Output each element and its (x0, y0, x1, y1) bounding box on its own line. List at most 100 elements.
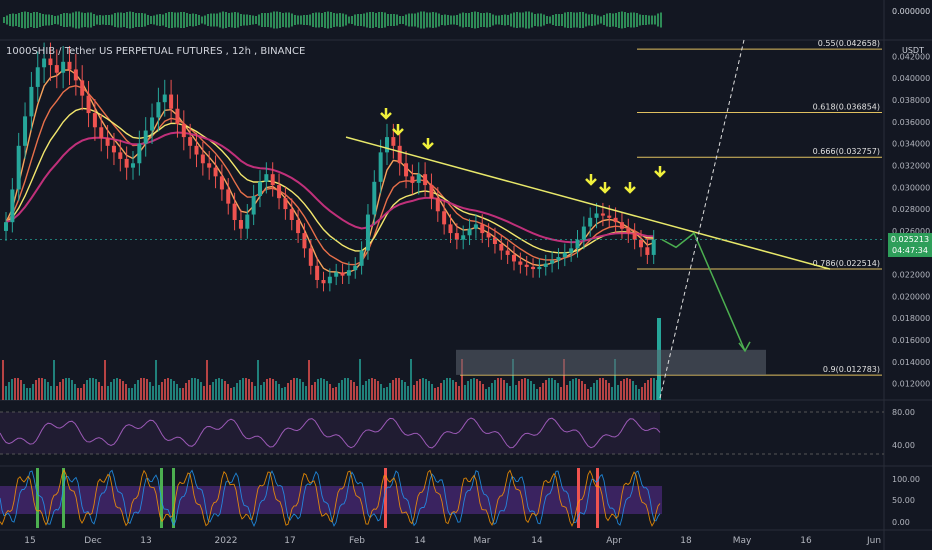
candle-body (639, 239, 643, 248)
candle-body (270, 174, 275, 186)
y-tick-label: 0.038000 (892, 96, 930, 105)
volume-bar (92, 378, 94, 400)
candle-body (423, 174, 428, 186)
histogram-bar (252, 15, 254, 25)
histogram-bar (324, 12, 326, 28)
volume-bar (494, 380, 496, 400)
histogram-bar (66, 13, 68, 27)
candle-body (651, 239, 656, 255)
down-arrow-marker (392, 124, 404, 136)
histogram-bar (57, 15, 59, 25)
volume-bar (611, 387, 613, 400)
volume-bar (608, 383, 610, 400)
histogram-bar (180, 12, 182, 28)
volume-bar (83, 384, 85, 400)
candle-body (10, 189, 15, 223)
volume-bar (284, 387, 286, 400)
histogram-bar (459, 13, 461, 27)
histogram-bar (462, 12, 464, 28)
volume-bar (605, 380, 607, 400)
histogram-bar (399, 16, 401, 24)
histogram-bar (162, 14, 164, 26)
volume-bar (128, 388, 130, 400)
current-price-badge: 0.025213 04:47:34 (888, 233, 932, 257)
bar-countdown: 04:47:34 (892, 246, 928, 255)
target-zone (456, 349, 766, 375)
volume-bar (158, 385, 160, 400)
x-tick-label: 2022 (215, 536, 238, 546)
candle-body (42, 58, 47, 68)
x-tick-label: 14 (414, 536, 426, 546)
histogram-bar (501, 15, 503, 25)
volume-bar (527, 379, 529, 400)
histogram-bar (192, 13, 194, 27)
candle-body (169, 94, 174, 109)
candle-body (543, 263, 548, 267)
histogram-bar (234, 12, 236, 28)
volume-bar (635, 385, 637, 400)
volume-bar (629, 379, 631, 400)
symbol-label[interactable]: 1000SHIB (6, 46, 56, 57)
y-tick-label: 0.012000 (892, 380, 930, 389)
candle-body (385, 137, 389, 153)
stoch-signal-bar (172, 468, 175, 528)
candle-body (226, 189, 231, 204)
candle-body (467, 228, 472, 236)
volume-bar (581, 381, 583, 400)
histogram-bar (567, 12, 569, 28)
histogram-bar (339, 13, 341, 27)
chart-header: 1000SHIB / Tether US PERPETUAL FUTURES, 1… (6, 46, 306, 57)
histogram-bar (111, 14, 113, 26)
histogram-bar (258, 14, 260, 26)
histogram-bar (471, 12, 473, 28)
histogram-bar (522, 12, 524, 28)
histogram-bar (654, 15, 656, 25)
histogram-bar (186, 13, 188, 27)
currency-label[interactable]: USDT (902, 46, 924, 55)
volume-bar (482, 384, 484, 400)
volume-bar (554, 380, 556, 400)
volume-bar (107, 386, 109, 400)
candle-body (118, 152, 123, 159)
histogram-bar (267, 13, 269, 27)
volume-bar (461, 359, 463, 400)
interval-label[interactable]: 12h (231, 46, 251, 57)
y-tick-label: 0.022000 (892, 271, 930, 280)
x-tick-label: May (733, 536, 752, 546)
moving-average-line (5, 84, 654, 266)
volume-bar (428, 381, 430, 400)
histogram-bar (363, 13, 365, 27)
histogram-bar (105, 15, 107, 25)
volume-bar (287, 383, 289, 400)
y-tick-label: 0.040000 (892, 74, 930, 83)
histogram-bar (117, 12, 119, 28)
down-arrow-marker (654, 166, 666, 178)
histogram-bar (261, 13, 263, 27)
rsi-line (0, 417, 661, 449)
candle-body (150, 117, 155, 131)
volume-bar (269, 378, 271, 400)
candle-body (327, 276, 332, 284)
histogram-bar (174, 12, 176, 28)
histogram-bar (249, 15, 251, 25)
volume-bar (179, 388, 181, 400)
volume-bar (197, 379, 199, 400)
down-arrow-marker (585, 174, 597, 186)
candle-body (308, 248, 313, 266)
volume-bar (26, 388, 28, 400)
histogram-bar (648, 15, 650, 25)
volume-bar (185, 383, 187, 400)
fib-level-label: 0.618(0.036854) (813, 103, 880, 112)
histogram-bar (483, 13, 485, 27)
volume-bar (140, 378, 142, 400)
candle-body (245, 214, 250, 229)
x-tick-label: Dec (84, 536, 101, 546)
candle-body (251, 196, 256, 215)
volume-bar (380, 384, 382, 400)
candle-body (378, 152, 383, 182)
volume-bar (254, 386, 256, 400)
volume-bar (113, 379, 115, 400)
histogram-bar (36, 12, 38, 28)
candle-body (550, 260, 555, 264)
